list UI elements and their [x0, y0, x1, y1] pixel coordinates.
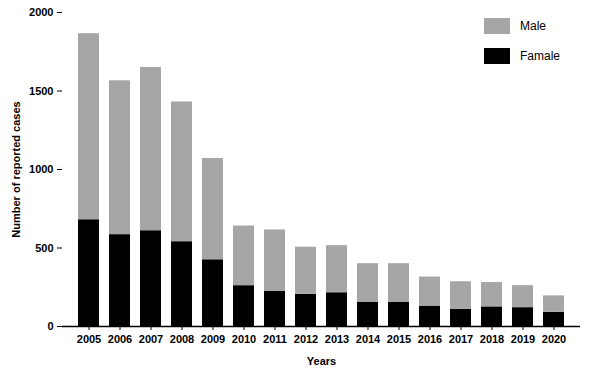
- svg-text:1000: 1000: [29, 163, 53, 175]
- svg-text:2009: 2009: [201, 333, 225, 345]
- html-text:Famale: Famale: [520, 49, 560, 63]
- svg-text:2015: 2015: [387, 333, 411, 345]
- svg-text:2010: 2010: [232, 333, 256, 345]
- html-text:Male: Male: [520, 19, 546, 33]
- svg-text:2008: 2008: [170, 333, 194, 345]
- svg-text:2011: 2011: [263, 333, 287, 345]
- svg-text:2006: 2006: [108, 333, 132, 345]
- svg-text:2017: 2017: [449, 333, 473, 345]
- svg-text:2020: 2020: [542, 333, 566, 345]
- svg-text:2014: 2014: [356, 333, 381, 345]
- svg-text:2019: 2019: [511, 333, 535, 345]
- svg-text:Number of reported cases: Number of reported cases: [10, 101, 22, 237]
- svg-text:500: 500: [35, 242, 53, 254]
- svg-text:2000: 2000: [29, 6, 53, 18]
- svg-text:1500: 1500: [29, 85, 53, 97]
- svg-text:Years: Years: [307, 355, 336, 367]
- svg-text:2012: 2012: [294, 333, 318, 345]
- svg-text:2018: 2018: [480, 333, 504, 345]
- svg-text:2005: 2005: [77, 333, 101, 345]
- svg-text:2007: 2007: [139, 333, 163, 345]
- svg-text:0: 0: [47, 320, 53, 332]
- svg-text:2013: 2013: [325, 333, 349, 345]
- svg-text:2016: 2016: [418, 333, 442, 345]
